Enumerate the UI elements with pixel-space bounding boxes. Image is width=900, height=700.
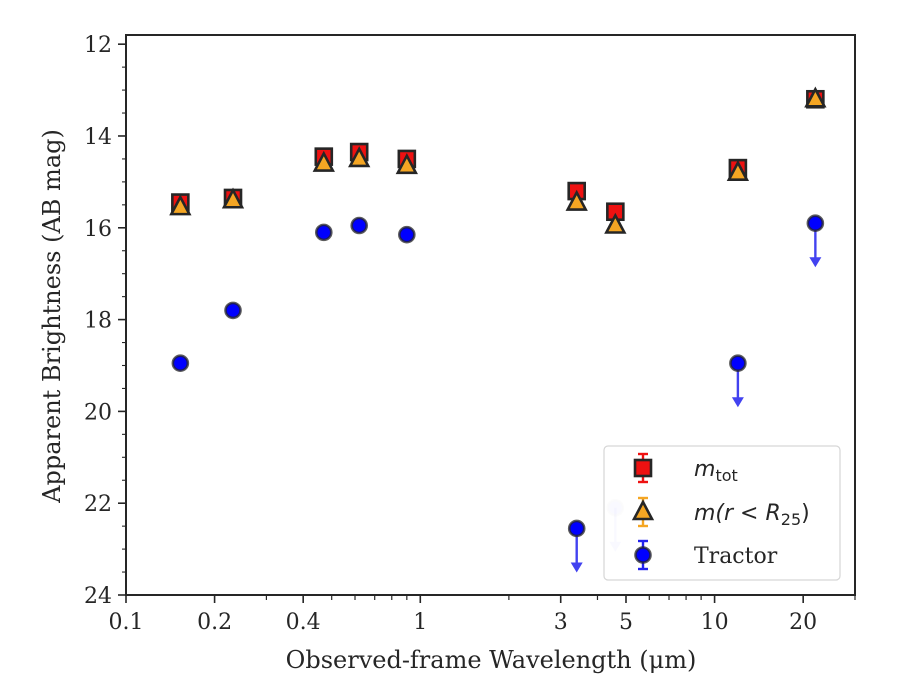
legend-marker <box>631 499 655 521</box>
m-r25-marker <box>169 194 192 216</box>
y-tick-label: 22 <box>84 492 112 517</box>
upper-limit-arrowhead <box>731 397 744 408</box>
legend-label: Tractor <box>694 544 778 569</box>
triangle-marker-shape <box>631 499 655 521</box>
y-tick-label: 24 <box>84 584 112 609</box>
circle-marker-shape <box>398 225 416 244</box>
upper-limit-arrowhead <box>809 257 822 268</box>
m-r25-marker <box>221 187 245 209</box>
m-r25-marker <box>604 212 627 234</box>
triangle-marker-shape <box>565 189 588 211</box>
triangle-marker-shape <box>395 153 418 175</box>
y-tick-label: 12 <box>84 33 112 58</box>
m-r25-marker <box>312 150 335 172</box>
x-tick-label: 0.2 <box>197 610 232 635</box>
tractor-marker <box>729 354 747 372</box>
x-axis-label: Observed-frame Wavelength (μm) <box>286 646 697 674</box>
upper-limit-arrowhead <box>570 562 583 573</box>
triangle-marker-shape <box>726 159 750 182</box>
y-axis-label: Apparent Brightness (AB mag) <box>38 129 66 504</box>
m-r25-marker <box>804 86 827 108</box>
x-tick-label: 0.4 <box>286 610 321 635</box>
plot-area <box>169 86 827 573</box>
triangle-marker-shape <box>604 212 627 234</box>
triangle-marker-shape <box>312 150 335 172</box>
x-tick-label: 5 <box>619 610 633 635</box>
tractor-marker <box>806 214 825 232</box>
legend-marker <box>634 546 652 564</box>
tractor-marker <box>350 216 368 235</box>
circle-marker-shape <box>224 301 242 320</box>
triangle-marker-shape <box>804 86 827 108</box>
legend-marker <box>633 458 653 478</box>
legend-frame <box>603 445 841 581</box>
legend-entry: Tractor <box>634 539 778 571</box>
m-r25-marker <box>726 159 750 182</box>
plot-frame <box>125 34 856 596</box>
tractor-marker <box>224 301 242 320</box>
x-tick-label: 0.1 <box>109 610 144 635</box>
circle-marker-shape <box>314 223 333 242</box>
circle-marker-shape <box>634 546 652 564</box>
circle-marker-shape <box>806 214 825 232</box>
x-tick-label: 3 <box>554 610 568 635</box>
tractor-marker <box>314 223 333 242</box>
x-tick-label: 1 <box>413 610 427 635</box>
tractor-marker <box>398 225 416 244</box>
y-tick-label: 18 <box>84 309 112 334</box>
legend-entry: mtot <box>633 452 738 485</box>
axes: 0.1 0.2 0.4 1 3 5 10 20 12 14 16 18 20 22 24 <box>84 33 856 635</box>
m-r25-marker <box>395 153 418 175</box>
circle-marker-shape <box>729 354 747 372</box>
tractor-marker <box>171 354 190 372</box>
circle-marker-shape <box>350 216 368 235</box>
triangle-marker-shape <box>348 146 371 168</box>
y-tick-label: 16 <box>84 217 112 242</box>
legend-entry: m(r < R25) <box>631 496 810 529</box>
triangle-marker-shape <box>169 194 192 216</box>
m-r25-marker <box>565 189 588 211</box>
legend: mtot m(r < R25) Tractor <box>603 445 841 581</box>
circle-marker-shape <box>171 354 190 372</box>
x-tick-label: 10 <box>701 610 729 635</box>
m-r25-marker <box>348 146 371 168</box>
triangle-marker-shape <box>221 187 245 209</box>
y-tick-label: 14 <box>84 125 112 150</box>
square-marker-shape <box>633 458 653 478</box>
circle-marker-shape <box>567 519 586 538</box>
y-tick-label: 20 <box>84 400 112 425</box>
x-tick-label: 20 <box>789 610 817 635</box>
tractor-marker <box>567 519 586 538</box>
